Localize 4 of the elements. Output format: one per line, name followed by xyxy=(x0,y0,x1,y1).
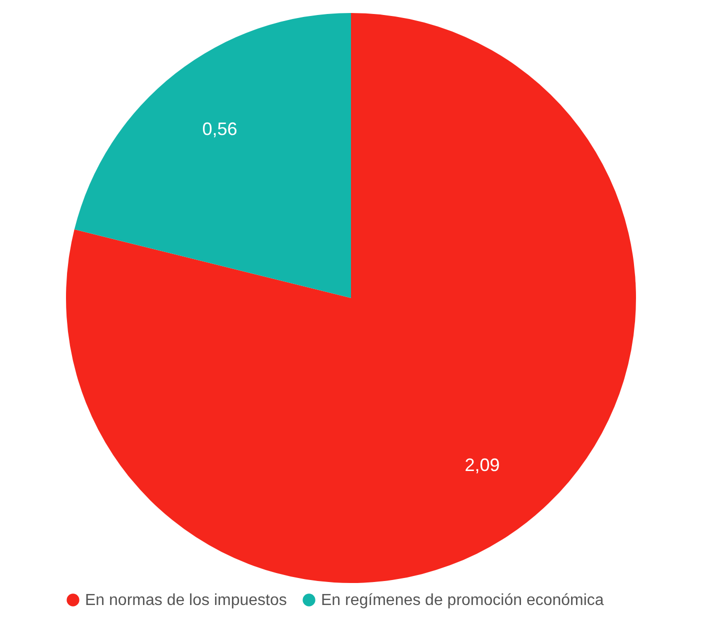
data-label: 0,56 xyxy=(202,119,238,140)
data-label: 2,09 xyxy=(464,454,500,475)
legend-label: En regímenes de promoción económica xyxy=(321,592,604,609)
legend-label: En normas de los impuestos xyxy=(85,592,287,609)
